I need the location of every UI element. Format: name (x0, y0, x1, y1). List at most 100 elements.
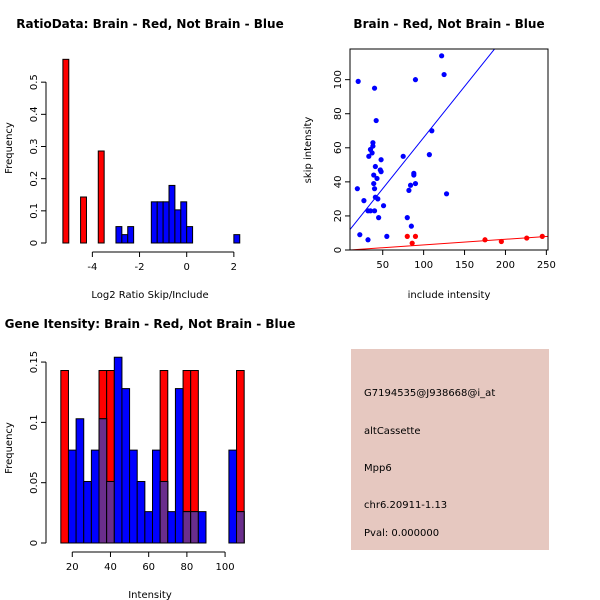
ratio-bar-not-brain (127, 226, 135, 244)
ratio-x-tick-label: 0 (184, 262, 190, 273)
intensity-bar-not-brain (144, 511, 154, 544)
ratio-bar-not-brain (150, 201, 158, 244)
info-background (351, 349, 549, 550)
gene-name: Mpp6 (364, 463, 392, 474)
scatter-point-not-brain (441, 71, 447, 78)
scatter-point-brain (498, 238, 504, 245)
ratio-bar-not-brain (156, 201, 164, 244)
ratio-bar-brain (62, 58, 70, 244)
event-type: altCassette (364, 426, 421, 437)
scatter-point-brain (482, 237, 488, 243)
intensity-y-tick-label: 0.15 (29, 351, 40, 373)
intensity-bar-not-brain (228, 449, 238, 544)
scatter-point-not-brain (372, 163, 378, 170)
intensity-chart-title: Gene Itensity: Brain - Red, Not Brain - … (5, 317, 296, 331)
scatter-point-not-brain (439, 53, 445, 59)
scatter-panel: Brain - Red, Not Brain - Blue include in… (303, 17, 556, 301)
scatter-point-brain (409, 240, 415, 246)
ratio-bar-not-brain (233, 234, 241, 244)
ratio-bar-brain (97, 150, 105, 244)
scatter-point-not-brain (408, 223, 414, 229)
ratio-y-tick-label: 0.3 (29, 139, 40, 155)
scatter-fit-line-not-brain (350, 49, 496, 230)
scatter-y-tick-label: 60 (333, 141, 344, 154)
intensity-bar-not-brain (67, 449, 77, 544)
intensity-bar-not-brain (152, 449, 161, 544)
intensity-bar-overlap (182, 511, 192, 544)
scatter-point-not-brain (376, 215, 382, 221)
scatter-point-not-brain (369, 150, 375, 156)
scatter-plot-frame (349, 48, 549, 251)
scatter-fit-line-brain (350, 235, 548, 250)
scatter-point-not-brain (429, 128, 435, 134)
scatter-x-tick-label: 200 (496, 260, 515, 271)
ratio-x-axis-label: Log2 Ratio Skip/Include (91, 290, 208, 301)
scatter-chart-title: Brain - Red, Not Brain - Blue (353, 17, 544, 31)
scatter-point-not-brain (355, 78, 361, 84)
ratio-y-tick-label: 0 (29, 240, 40, 246)
intensity-bar-not-brain (75, 418, 85, 544)
chromosome-location: chr6.20911-1.13 (364, 500, 447, 511)
scatter-point-not-brain (400, 153, 406, 159)
p-value: Pval: 0.000000 (364, 528, 439, 539)
intensity-bar-not-brain (167, 511, 176, 544)
scatter-point-not-brain (443, 191, 450, 197)
scatter-point-not-brain (384, 233, 390, 239)
ratio-bar-not-brain (168, 184, 176, 244)
scatter-y-tick-label: 40 (333, 175, 344, 188)
ratio-chart-title: RatioData: Brain - Red, Not Brain - Blue (16, 17, 283, 31)
scatter-point-brain (524, 235, 530, 241)
scatter-y-axis-label: skip intensity (303, 117, 314, 184)
intensity-x-tick-label: 40 (104, 562, 117, 573)
ratio-bar-not-brain (162, 201, 170, 244)
ratio-y-tick-label: 0.5 (29, 74, 40, 90)
intensity-bar-not-brain (113, 356, 123, 544)
ratio-bar-brain (80, 196, 87, 244)
scatter-point-not-brain (365, 237, 371, 243)
intensity-y-tick-label: 0.05 (29, 472, 40, 494)
scatter-point-not-brain (404, 215, 410, 221)
intensity-bar-not-brain (174, 388, 184, 544)
scatter-y-tick-label: 100 (333, 70, 344, 89)
intensity-y-tick-label: 0 (29, 540, 40, 546)
scatter-point-not-brain (406, 187, 412, 193)
scatter-y-tick-label: 80 (333, 107, 344, 120)
scatter-point-not-brain (412, 180, 419, 187)
ratio-y-axis-label: Frequency (4, 122, 15, 174)
scatter-point-not-brain (411, 172, 417, 178)
intensity-bar-overlap (106, 480, 115, 544)
scatter-point-not-brain (354, 186, 360, 192)
scatter-point-not-brain (370, 143, 376, 149)
scatter-point-not-brain (378, 169, 384, 175)
ratio-bar-not-brain (115, 226, 123, 244)
intensity-bar-overlap (159, 480, 169, 544)
scatter-point-not-brain (373, 117, 379, 124)
scatter-point-not-brain (407, 182, 414, 188)
intensity-bar-not-brain (121, 388, 131, 544)
intensity-y-axis-label: Frequency (4, 422, 15, 474)
scatter-point-not-brain (371, 180, 377, 187)
scatter-point-not-brain (375, 196, 381, 202)
intensity-bar-brain (60, 370, 69, 544)
scatter-point-not-brain (371, 208, 378, 214)
scatter-y-tick-label: 0 (333, 247, 344, 253)
scatter-point-not-brain (371, 85, 378, 91)
ratio-y-tick-label: 0.4 (29, 106, 40, 122)
scatter-point-not-brain (374, 175, 380, 182)
scatter-point-not-brain (380, 203, 387, 209)
ratio-bar-not-brain (180, 201, 188, 244)
intensity-bar-overlap (236, 511, 245, 544)
intensity-x-tick-label: 20 (66, 562, 79, 573)
ratio-x-tick-label: 2 (231, 262, 237, 273)
scatter-x-axis-label: include intensity (408, 290, 491, 301)
intensity-bar-not-brain (197, 511, 207, 544)
scatter-point-not-brain (371, 172, 377, 178)
scatter-plot-area (350, 49, 548, 250)
intensity-x-tick-label: 60 (142, 562, 155, 573)
scatter-point-not-brain (412, 77, 419, 83)
scatter-point-not-brain (371, 186, 378, 192)
scatter-point-not-brain (357, 232, 363, 238)
scatter-point-brain (404, 233, 410, 239)
scatter-x-tick-label: 150 (455, 260, 474, 271)
